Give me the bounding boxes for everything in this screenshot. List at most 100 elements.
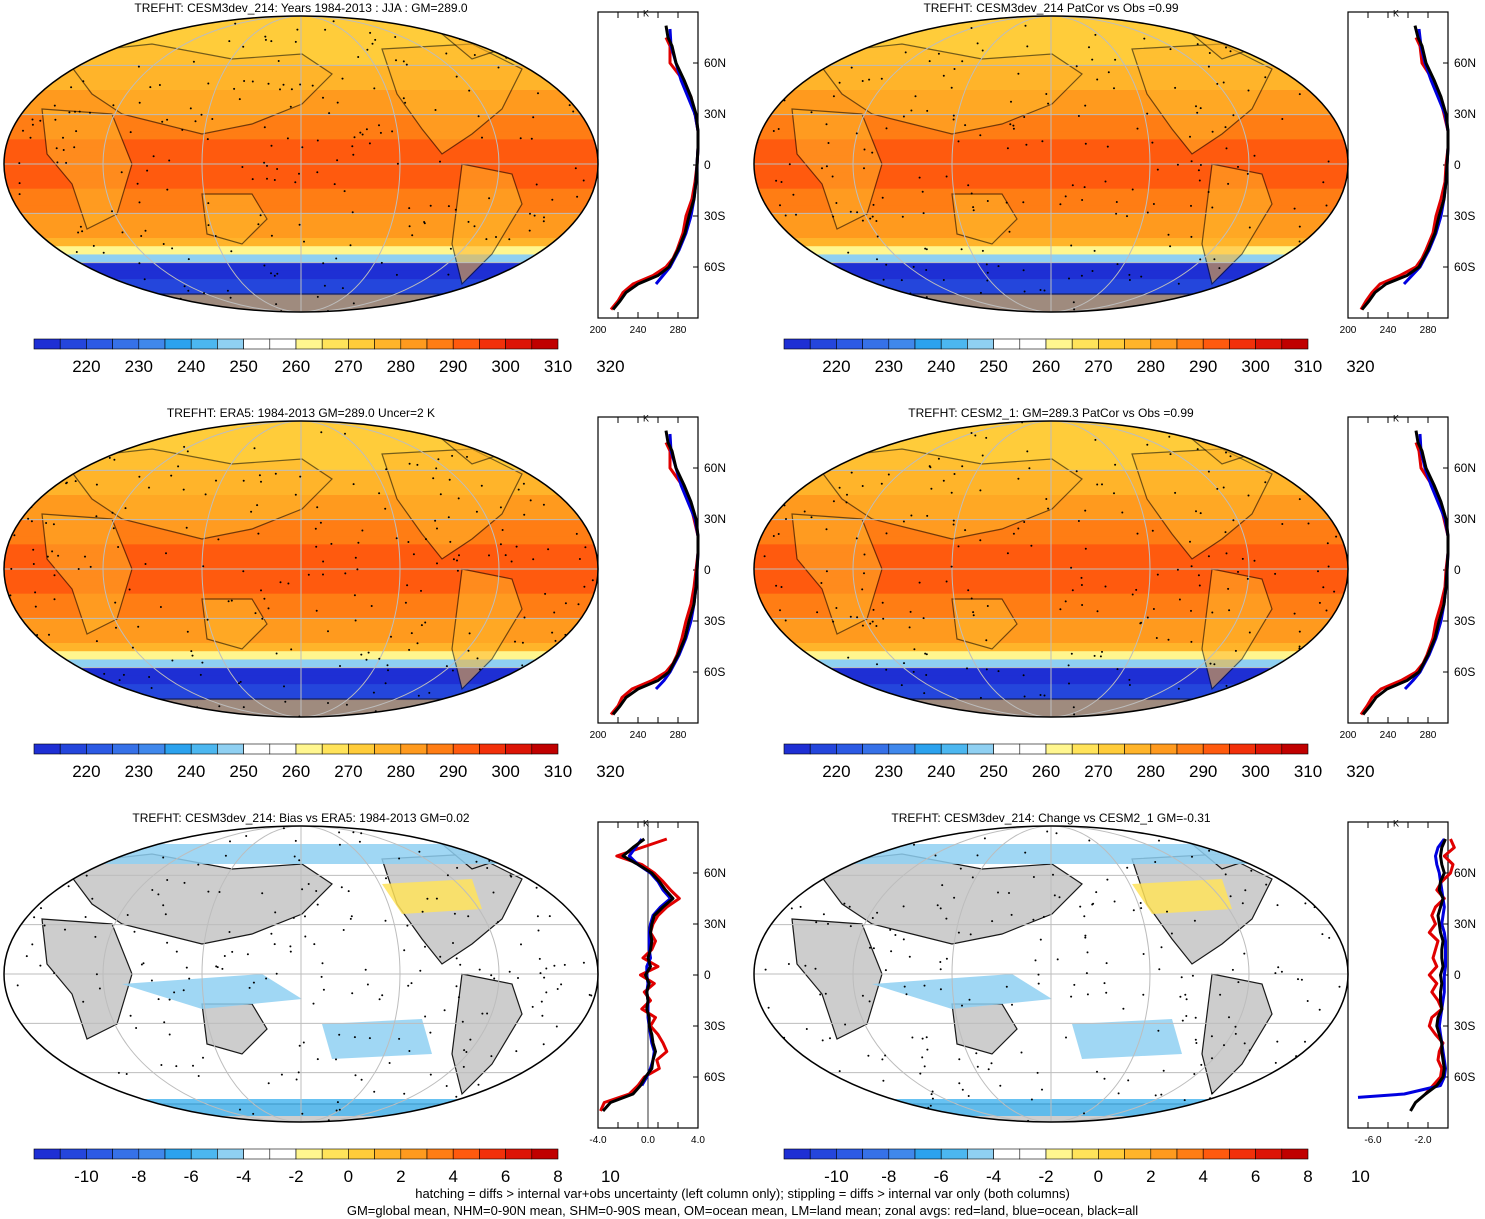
stipple-dot xyxy=(411,234,414,237)
stipple-dot xyxy=(1325,204,1328,207)
stipple-dot xyxy=(542,220,545,223)
stipple-dot xyxy=(51,550,54,553)
stipple-dot xyxy=(923,984,926,987)
stipple-dot xyxy=(1229,895,1232,898)
stipple-dot xyxy=(772,535,775,537)
stipple-dot xyxy=(928,714,931,716)
stipple-dot xyxy=(185,526,188,529)
stipple-dot xyxy=(844,49,847,52)
stipple-dot xyxy=(911,1036,914,1039)
stipple-dot xyxy=(49,19,52,22)
stipple-dot xyxy=(564,602,567,605)
longitude-gridline xyxy=(951,421,1151,717)
stipple-dot xyxy=(1104,585,1107,588)
zonal-line-land xyxy=(609,441,700,716)
colorbar-swatch xyxy=(1098,743,1125,755)
stipple-dot xyxy=(1077,520,1080,522)
stipple-dot xyxy=(1317,570,1319,573)
zonal-lat-label: 30N xyxy=(704,107,726,121)
stipple-dot xyxy=(1228,1016,1230,1019)
zonal-lat-label: 60N xyxy=(704,866,726,880)
stipple-dot xyxy=(52,76,55,79)
stipple-dot xyxy=(532,116,535,119)
colorbar-swatch xyxy=(993,1148,1021,1160)
stipple-dot xyxy=(848,832,850,835)
stipple-dot xyxy=(373,87,376,90)
stipple-dot xyxy=(15,59,18,62)
stipple-dot xyxy=(1169,245,1172,248)
stipple-dot xyxy=(1039,289,1042,291)
stipple-dot xyxy=(404,101,407,104)
stipple-dot xyxy=(408,648,411,651)
stipple-dot xyxy=(352,302,355,305)
robinson-map xyxy=(753,825,1349,1123)
colorbar-swatch xyxy=(1098,1148,1125,1160)
stipple-dot xyxy=(587,899,589,902)
stipple-dot xyxy=(529,455,532,458)
stipple-dot xyxy=(868,1000,871,1003)
zonal-frame xyxy=(597,11,699,319)
colorbar-swatch xyxy=(940,1148,968,1160)
stipple-dot xyxy=(1075,470,1078,473)
stipple-dot xyxy=(114,601,117,604)
stipple-dot xyxy=(924,652,927,655)
stipple-dot xyxy=(297,1071,300,1074)
stipple-dot xyxy=(780,705,783,708)
stipple-dot xyxy=(1234,1025,1237,1028)
stipple-dot xyxy=(961,1088,964,1091)
zonal-lat-label: 30S xyxy=(1454,1019,1475,1033)
stipple-dot xyxy=(54,310,57,312)
stipple-dot xyxy=(574,167,577,170)
stipple-dot xyxy=(788,163,791,166)
stipple-dot xyxy=(1190,609,1192,612)
stipple-dot xyxy=(353,594,356,597)
stipple-dot xyxy=(477,1083,480,1086)
stipple-dot xyxy=(1022,269,1025,272)
stipple-dot xyxy=(1327,850,1330,853)
stipple-dot xyxy=(1264,76,1267,79)
stipple-dot xyxy=(113,458,116,461)
zonal-line-all xyxy=(1361,430,1450,716)
stipple-dot xyxy=(847,656,850,659)
stipple-dot xyxy=(939,988,942,991)
anomaly-region xyxy=(1132,879,1232,914)
stipple-dot xyxy=(39,964,42,967)
stipple-dot xyxy=(921,190,924,193)
stipple-dot xyxy=(941,884,944,887)
stipple-dot xyxy=(171,247,174,250)
stipple-dot xyxy=(777,533,780,535)
stipple-dot xyxy=(1075,65,1078,68)
stipple-dot xyxy=(1224,873,1227,876)
zonal-x-tick-label: 200 xyxy=(1340,730,1357,741)
stipple-dot xyxy=(1318,1008,1321,1011)
stipple-dot xyxy=(1337,866,1340,869)
colorbar-swatch xyxy=(505,338,533,350)
colorbar-swatch xyxy=(426,743,454,755)
stipple-dot xyxy=(163,826,166,828)
stipple-dot xyxy=(264,35,267,38)
stipple-dot xyxy=(1008,892,1010,894)
stipple-dot xyxy=(410,982,413,985)
stipple-dot xyxy=(73,146,76,149)
stipple-dot xyxy=(819,993,822,996)
stipple-dot xyxy=(1047,102,1050,105)
stipple-dot xyxy=(539,972,542,975)
stipple-dot xyxy=(461,1020,464,1023)
stipple-dot xyxy=(587,693,590,695)
stipple-dot xyxy=(421,910,424,913)
continent-outline xyxy=(60,853,333,945)
colorbar-tick-label: 230 xyxy=(125,762,153,781)
stipple-dot xyxy=(861,994,864,997)
stipple-dot xyxy=(910,109,913,112)
colorbar: -10 -8 -6 -4 -2 0 2 4 6 8 10 xyxy=(783,1148,1370,1186)
colorbar-tick-label: 230 xyxy=(875,762,903,781)
stipple-dot xyxy=(344,432,346,435)
stipple-dot xyxy=(533,844,536,847)
stipple-dot xyxy=(1251,47,1254,50)
stipple-dot xyxy=(275,652,278,655)
stipple-dot xyxy=(395,59,397,62)
stipple-dot xyxy=(582,961,585,964)
stipple-dot xyxy=(480,484,483,487)
stipple-dot xyxy=(958,1058,961,1061)
stipple-dot xyxy=(1310,244,1313,247)
